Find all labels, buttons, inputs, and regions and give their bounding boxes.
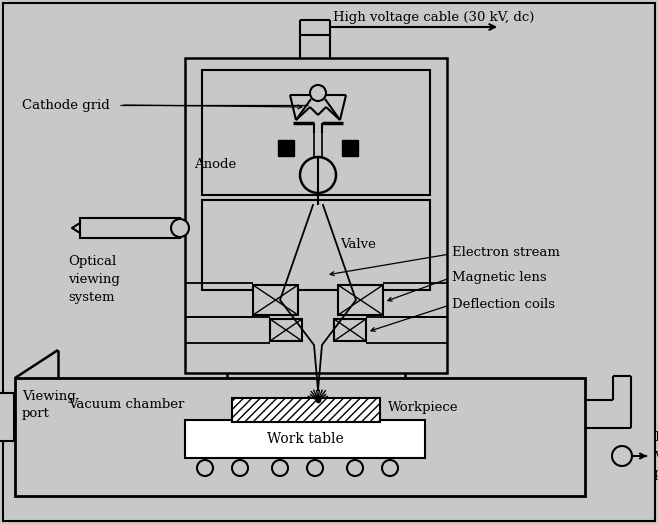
Text: Magnetic lens: Magnetic lens xyxy=(452,271,547,285)
Circle shape xyxy=(300,157,336,193)
Bar xyxy=(0,393,14,441)
Bar xyxy=(185,420,425,458)
Circle shape xyxy=(272,460,288,476)
Circle shape xyxy=(171,219,189,237)
Text: Anode: Anode xyxy=(194,158,236,171)
Text: Work table: Work table xyxy=(266,432,343,446)
Text: Electron stream: Electron stream xyxy=(452,246,560,258)
Circle shape xyxy=(232,460,248,476)
Text: Viewing
port: Viewing port xyxy=(22,390,76,420)
Bar xyxy=(185,58,447,373)
Circle shape xyxy=(382,460,398,476)
Text: Cathode grid: Cathode grid xyxy=(22,99,110,112)
Bar xyxy=(278,140,294,156)
Bar xyxy=(253,285,298,315)
Text: Workpiece: Workpiece xyxy=(388,401,459,414)
Bar xyxy=(80,218,180,238)
Bar xyxy=(334,319,366,341)
Bar xyxy=(202,200,430,290)
Bar xyxy=(232,398,380,422)
Circle shape xyxy=(310,85,326,101)
Bar xyxy=(202,70,430,195)
Text: High voltage cable (30 kV, dc): High voltage cable (30 kV, dc) xyxy=(333,12,534,25)
Text: Optical
viewing
system: Optical viewing system xyxy=(68,255,120,304)
Bar xyxy=(15,378,585,496)
Text: Valve: Valve xyxy=(340,238,376,252)
Circle shape xyxy=(347,460,363,476)
Circle shape xyxy=(307,460,323,476)
Circle shape xyxy=(612,446,632,466)
Text: Deflection coils: Deflection coils xyxy=(452,299,555,311)
Text: Vacuum chamber: Vacuum chamber xyxy=(68,398,184,411)
Bar xyxy=(338,285,383,315)
Bar xyxy=(342,140,358,156)
Bar xyxy=(270,319,302,341)
Text: High
vacuum
pump: High vacuum pump xyxy=(654,431,658,479)
Circle shape xyxy=(197,460,213,476)
